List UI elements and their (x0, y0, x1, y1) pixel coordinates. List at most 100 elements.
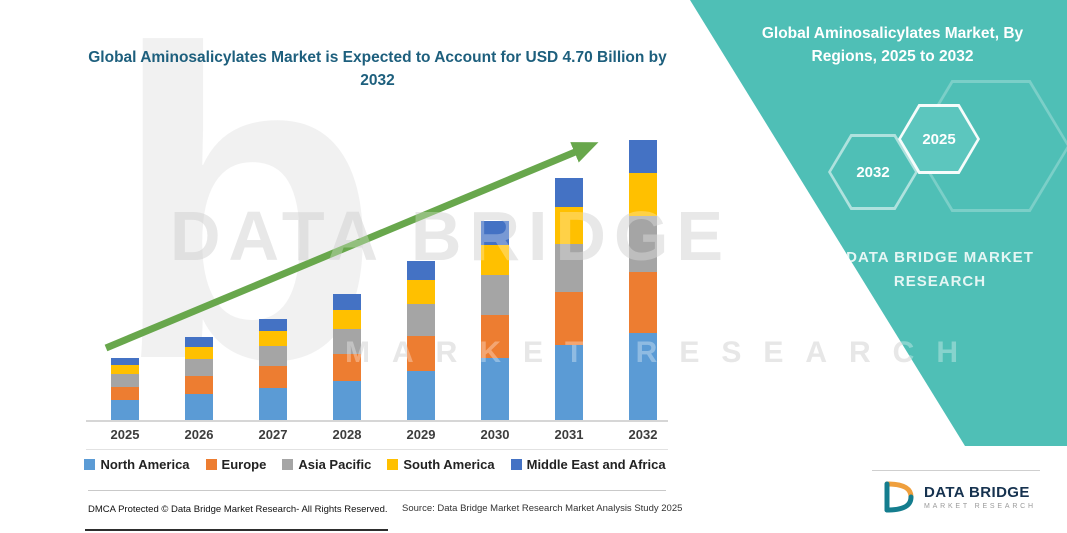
bar-stack-2029 (407, 261, 435, 420)
bar-segment-middle-east-and-africa (555, 178, 583, 208)
bar-stack-2025 (111, 357, 139, 420)
bar-segment-middle-east-and-africa (407, 261, 435, 281)
chart-title: Global Aminosalicylates Market is Expect… (88, 49, 667, 90)
bottom-accent-line (85, 529, 388, 531)
panel-brand-text: DATA BRIDGE MARKET RESEARCH (846, 249, 1034, 290)
bar-segment-middle-east-and-africa (185, 336, 213, 347)
bar-2030 (475, 221, 515, 420)
x-label-2029: 2029 (406, 427, 436, 442)
legend: North America Europe Asia Pacific South Ame… (70, 457, 680, 472)
hexagon-2025: 2025 (898, 104, 980, 174)
bar-segment-asia-pacific (407, 303, 435, 336)
bar-stack-2027 (259, 318, 287, 420)
bar-segment-north-america (555, 344, 583, 420)
x-label-2030: 2030 (480, 427, 510, 442)
bar-segment-middle-east-and-africa (259, 318, 287, 331)
bar-segment-europe (629, 271, 657, 333)
bar-segment-asia-pacific (481, 274, 509, 315)
bar-segment-europe (333, 353, 361, 382)
bar-segment-asia-pacific (259, 346, 287, 367)
x-label-2025: 2025 (110, 427, 140, 442)
hexagon-2025-label: 2025 (901, 107, 977, 171)
bar-segment-south-america (407, 280, 435, 304)
x-labels: 2025 2026 2027 2028 2029 2030 2031 2032 (105, 427, 663, 442)
bar-segment-north-america (407, 370, 435, 420)
bar-2029 (401, 261, 441, 420)
x-label-2032: 2032 (628, 427, 658, 442)
bar-2031 (549, 178, 589, 420)
bar-segment-south-america (555, 207, 583, 244)
bar-segment-south-america (481, 244, 509, 275)
panel-title: Global Aminosalicylates Market, By Regio… (761, 25, 1024, 66)
x-label-2027: 2027 (258, 427, 288, 442)
legend-swatch (282, 459, 294, 470)
legend-item-south-america: South America (387, 457, 495, 472)
bar-segment-asia-pacific (111, 374, 139, 387)
bar-segment-south-america (629, 173, 657, 216)
hexagon-2032-label: 2032 (831, 137, 915, 207)
legend-swatch (205, 459, 217, 470)
bar-segment-south-america (333, 309, 361, 329)
legend-item-asia-pacific: Asia Pacific (282, 457, 371, 472)
legend-label: North America (100, 457, 190, 472)
bar-2026 (179, 336, 219, 420)
bar-segment-europe (111, 386, 139, 401)
logo-text-block: DATA BRIDGE MARKET RESEARCH (924, 484, 1036, 510)
x-axis-underline (86, 449, 668, 450)
bar-segment-middle-east-and-africa (111, 357, 139, 365)
x-label-2028: 2028 (332, 427, 362, 442)
databridge-logo: DATA BRIDGE MARKET RESEARCH (876, 477, 1036, 517)
bar-segment-europe (481, 314, 509, 358)
bar-stack-2028 (333, 294, 361, 420)
bar-stack-2031 (555, 178, 583, 420)
logo-divider (872, 470, 1040, 471)
bar-segment-north-america (481, 358, 509, 420)
legend-swatch (510, 459, 522, 470)
bar-segment-north-america (185, 394, 213, 420)
legend-item-middle-east-and-africa: Middle East and Africa (510, 457, 666, 472)
bar-segment-europe (555, 291, 583, 345)
legend-label: Europe (221, 457, 267, 472)
bar-segment-asia-pacific (555, 243, 583, 292)
bar-segment-middle-east-and-africa (481, 221, 509, 245)
legend-label: Asia Pacific (298, 457, 372, 472)
dmca-text: DMCA Protected © Data Bridge Market Rese… (88, 504, 388, 515)
bar-segment-north-america (629, 333, 657, 420)
bar-2032 (623, 139, 663, 420)
legend-label: Middle East and Africa (526, 457, 666, 472)
bar-2025 (105, 357, 145, 420)
bar-2027 (253, 318, 293, 420)
bar-segment-north-america (111, 400, 139, 420)
bar-segment-europe (259, 366, 287, 389)
legend-item-europe: Europe (205, 457, 267, 472)
legend-item-north-america: North America (84, 457, 190, 472)
bar-segment-europe (185, 375, 213, 395)
bar-segment-south-america (111, 364, 139, 375)
footer-divider (88, 490, 666, 491)
bar-stack-2032 (629, 139, 657, 420)
bars (105, 138, 663, 420)
x-label-2031: 2031 (554, 427, 584, 442)
bar-segment-south-america (259, 330, 287, 347)
bar-segment-asia-pacific (185, 359, 213, 376)
legend-swatch (84, 459, 96, 470)
bar-segment-middle-east-and-africa (629, 139, 657, 174)
legend-label: South America (403, 457, 495, 472)
bar-segment-europe (407, 335, 435, 371)
bar-segment-middle-east-and-africa (333, 294, 361, 310)
x-label-2026: 2026 (184, 427, 214, 442)
bar-segment-asia-pacific (333, 328, 361, 354)
source-text: Source: Data Bridge Market Research Mark… (402, 503, 683, 514)
bar-2028 (327, 294, 367, 420)
bar-segment-north-america (333, 381, 361, 420)
x-axis-line (86, 420, 668, 422)
logo-tagline: MARKET RESEARCH (924, 503, 1036, 510)
databridge-logo-icon (884, 481, 914, 513)
bar-segment-south-america (185, 346, 213, 360)
bar-segment-asia-pacific (629, 215, 657, 272)
bar-stack-2030 (481, 221, 509, 420)
legend-swatch (387, 459, 399, 470)
bar-segment-north-america (259, 388, 287, 420)
bar-stack-2026 (185, 336, 213, 420)
